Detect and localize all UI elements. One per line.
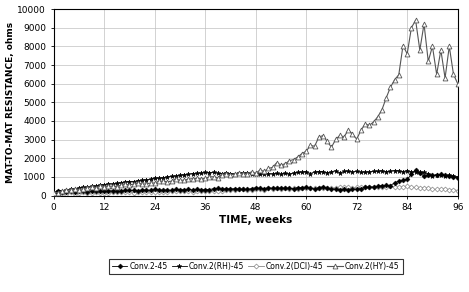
Conv.2(RH)-45 bbox=[156, 176, 162, 180]
Conv.2-45 bbox=[63, 190, 69, 193]
Conv.2(DCI)-45 bbox=[287, 187, 292, 190]
Conv.2(RH)-45 bbox=[253, 172, 258, 176]
Conv.2(RH)-45 bbox=[63, 188, 69, 192]
Conv.2(HY)-45 bbox=[51, 191, 57, 194]
Conv.2(RH)-45 bbox=[51, 191, 57, 194]
Line: Conv.2-45: Conv.2-45 bbox=[52, 168, 460, 194]
Conv.2(HY)-45 bbox=[156, 180, 162, 183]
Conv.2(HY)-45 bbox=[282, 162, 288, 166]
Conv.2(DCI)-45 bbox=[257, 187, 263, 191]
Conv.2(RH)-45 bbox=[363, 170, 368, 174]
Conv.2(RH)-45 bbox=[80, 186, 86, 189]
X-axis label: TIME, weeks: TIME, weeks bbox=[219, 215, 292, 225]
Conv.2(DCI)-45 bbox=[455, 189, 461, 192]
Conv.2(HY)-45 bbox=[63, 189, 69, 192]
Line: Conv.2(HY)-45: Conv.2(HY)-45 bbox=[51, 18, 460, 195]
Conv.2(DCI)-45 bbox=[404, 185, 410, 188]
Conv.2(HY)-45 bbox=[363, 122, 368, 126]
Conv.2(DCI)-45 bbox=[84, 191, 90, 194]
Conv.2-45 bbox=[413, 168, 418, 172]
Conv.2(HY)-45 bbox=[455, 82, 461, 86]
Line: Conv.2(DCI)-45: Conv.2(DCI)-45 bbox=[52, 185, 460, 195]
Conv.2-45 bbox=[80, 190, 86, 193]
Conv.2(HY)-45 bbox=[80, 187, 86, 191]
Conv.2(RH)-45 bbox=[404, 169, 410, 172]
Conv.2-45 bbox=[253, 186, 258, 190]
Conv.2(HY)-45 bbox=[253, 172, 258, 175]
Legend: Conv.2-45, Conv.2(RH)-45, Conv.2(DCI)-45, Conv.2(HY)-45: Conv.2-45, Conv.2(RH)-45, Conv.2(DCI)-45… bbox=[109, 259, 402, 274]
Conv.2(DCI)-45 bbox=[51, 191, 57, 195]
Conv.2(HY)-45 bbox=[413, 18, 418, 22]
Conv.2(DCI)-45 bbox=[63, 192, 69, 195]
Conv.2(RH)-45 bbox=[282, 171, 288, 175]
Conv.2-45 bbox=[156, 188, 162, 192]
Conv.2(DCI)-45 bbox=[366, 186, 372, 189]
Conv.2-45 bbox=[51, 191, 57, 194]
Conv.2-45 bbox=[363, 186, 368, 189]
Conv.2(DCI)-45 bbox=[160, 190, 166, 193]
Conv.2-45 bbox=[455, 176, 461, 180]
Conv.2(RH)-45 bbox=[455, 175, 461, 179]
Line: Conv.2(RH)-45: Conv.2(RH)-45 bbox=[51, 168, 460, 195]
Y-axis label: MAT-TO-MAT RESISTANCE, ohms: MAT-TO-MAT RESISTANCE, ohms bbox=[6, 22, 15, 183]
Conv.2(DCI)-45 bbox=[68, 190, 73, 194]
Conv.2-45 bbox=[282, 187, 288, 190]
